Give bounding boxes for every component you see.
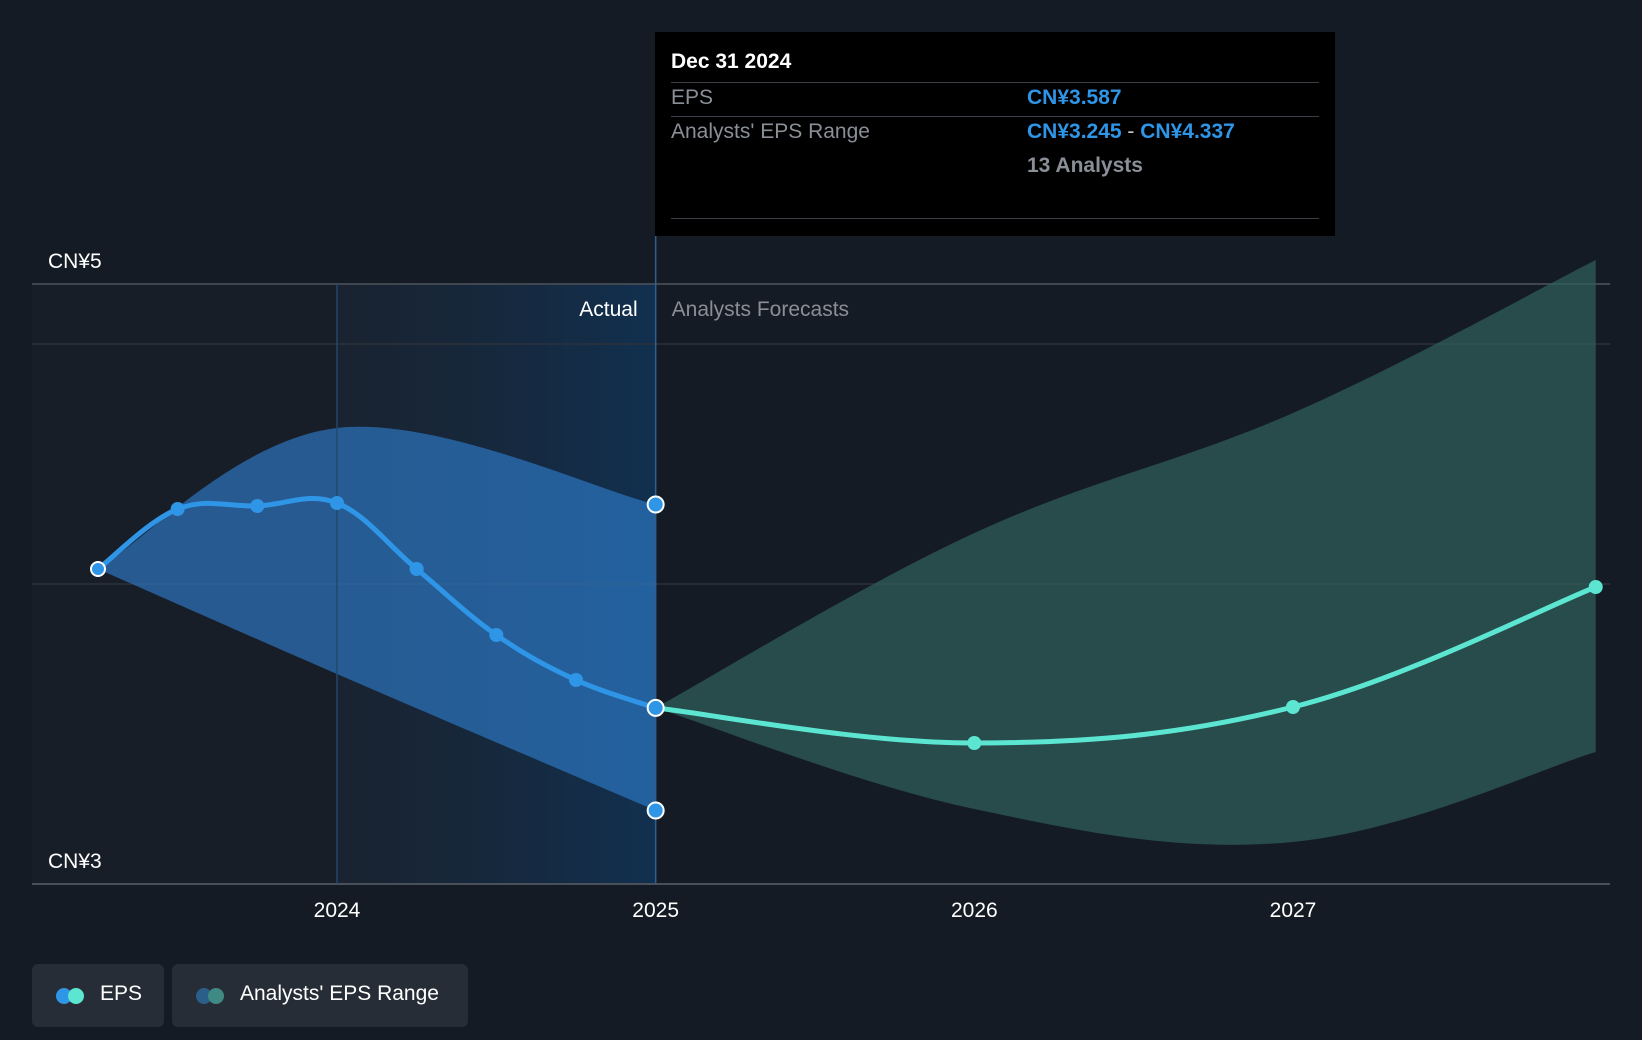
y-axis-label-top: CN¥5 [48,250,102,273]
x-tick-label: 2027 [1270,899,1317,922]
legend-item-eps-range[interactable]: Analysts' EPS Range [172,964,468,1027]
eps-points [90,495,1603,820]
eps-range-band-actual [98,426,656,811]
x-tick-label: 2025 [632,899,679,922]
legend-dot-forecast [68,988,84,1004]
eps-point[interactable] [409,562,424,576]
eps-point[interactable] [1588,580,1603,594]
legend-dots [56,988,86,1004]
x-tick-label: 2026 [951,899,998,922]
tooltip: Dec 31 2024 EPS CN¥3.587 Analysts' EPS R… [655,32,1335,236]
tooltip-eps-label: EPS [671,86,714,109]
axis-labels: CN¥5 CN¥3 Actual Analysts Forecasts 2024 2025… [48,250,1316,922]
tooltip-range-high: CN¥4.337 [1140,120,1235,143]
eps-range-point[interactable] [646,801,665,820]
eps-point[interactable] [1286,700,1300,714]
eps-point[interactable] [967,736,982,750]
eps-point[interactable] [646,698,665,717]
tooltip-date: Dec 31 2024 [671,50,792,73]
eps-point[interactable] [330,496,344,510]
legend-label-eps-range: Analysts' EPS Range [240,982,439,1005]
eps-range-band-forecast [655,260,1596,845]
eps-range-point[interactable] [646,495,665,514]
eps-point[interactable] [569,673,583,687]
eps-line-forecast [653,584,1599,746]
legend-dot-forecast-range [208,988,224,1004]
tooltip-range-value: CN¥3.245 - CN¥4.337 [1027,120,1235,144]
tooltip-range-low: CN¥3.245 [1027,120,1122,143]
tooltip-analyst-count: 13 Analysts [1027,154,1143,177]
eps-point[interactable] [90,561,106,577]
legend-label-eps: EPS [100,982,143,1005]
section-label-actual: Actual [579,298,637,321]
y-axis-label-bottom: CN¥3 [48,850,102,873]
eps-point[interactable] [489,628,504,642]
tooltip-eps-value: CN¥3.587 [1027,86,1122,109]
tooltip-divider [671,218,1319,219]
tooltip-divider [671,82,1319,83]
section-label-forecast: Analysts Forecasts [672,298,849,321]
eps-point[interactable] [170,502,185,516]
eps-range-bands [98,260,1596,845]
legend-item-eps[interactable]: EPS [32,964,164,1027]
tooltip-divider [671,116,1319,117]
tooltip-range-separator: - [1127,120,1135,143]
eps-point[interactable] [250,499,265,513]
tooltip-range-label: Analysts' EPS Range [671,120,870,143]
x-tick-label: 2024 [314,899,361,922]
reference-lines [336,236,657,884]
legend-dots [196,988,226,1004]
